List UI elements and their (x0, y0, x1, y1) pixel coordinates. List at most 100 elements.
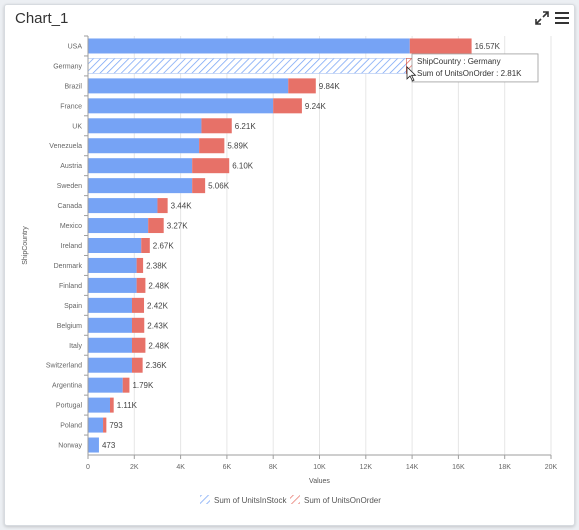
data-label: 3.44K (171, 202, 193, 211)
y-tick-label: Brazil (64, 83, 82, 90)
bar-units-on-order[interactable] (131, 297, 145, 313)
bar-units-in-stock[interactable] (88, 238, 142, 253)
y-tick-label: France (60, 103, 82, 110)
bar-units-on-order[interactable] (288, 78, 316, 94)
bar-units-on-order[interactable] (201, 118, 232, 134)
y-tick-label: Italy (69, 343, 82, 350)
bar-units-in-stock[interactable] (88, 178, 193, 194)
bar-units-in-stock[interactable] (87, 58, 407, 74)
data-label: 1.79K (132, 381, 154, 390)
data-label: 9.84K (319, 82, 341, 91)
data-label: 6.21K (235, 122, 257, 131)
axes: 0 2K 4K 6K 8K 10K 12K 14K 16K 18K 20K USA Germany Bra… (46, 35, 558, 471)
bar-units-in-stock[interactable] (88, 198, 158, 214)
bar-units-on-order[interactable] (131, 357, 143, 373)
bar-units-on-order[interactable] (199, 138, 225, 154)
bar-units-on-order[interactable] (109, 397, 114, 413)
data-label: 5.89K (227, 142, 249, 151)
x-tick-label: 4K (176, 464, 185, 471)
x-tick-label: 2K (130, 464, 139, 471)
expand-arrows-icon[interactable] (532, 8, 552, 28)
bar-units-in-stock[interactable] (88, 98, 274, 114)
data-label: 6.10K (232, 162, 254, 171)
bar-units-on-order[interactable] (122, 377, 130, 393)
bar-units-in-stock[interactable] (88, 317, 132, 333)
bar-units-in-stock[interactable] (88, 437, 99, 453)
x-axis-title: Values (309, 478, 330, 485)
x-tick-label: 6K (223, 464, 232, 471)
bar-units-in-stock[interactable] (88, 138, 200, 154)
x-tick-label: 18K (498, 464, 511, 471)
legend-swatch-stock (200, 495, 210, 504)
bar-units-on-order[interactable] (148, 218, 164, 234)
bar-units-in-stock[interactable] (88, 377, 123, 393)
y-tick-label: Ireland (61, 243, 83, 250)
data-label: 2.48K (148, 341, 170, 350)
data-label: 2.36K (146, 361, 168, 370)
y-tick-label: Germany (53, 63, 82, 70)
bar-units-in-stock[interactable] (88, 118, 202, 134)
bar-units-in-stock[interactable] (88, 417, 104, 433)
tooltip: ShipCountry : Germany Sum of UnitsOnOrde… (406, 53, 539, 83)
data-label: 16.57K (475, 42, 501, 51)
legend-item-stock[interactable]: Sum of UnitsInStock (200, 495, 287, 505)
chart-card: Chart_1 16.57K 9.84K 9.24K 6.21K 5.89K 6.10K 5… (4, 4, 575, 526)
bar-units-on-order[interactable] (157, 198, 168, 214)
bar-units-in-stock[interactable] (88, 297, 132, 313)
bar-units-on-order[interactable] (192, 178, 206, 194)
y-tick-label: Argentina (52, 383, 82, 390)
bar-units-on-order[interactable] (131, 337, 146, 353)
bar-units-in-stock[interactable] (88, 78, 289, 94)
bar-units-on-order[interactable] (273, 98, 302, 114)
bar-chart: 16.57K 9.84K 9.24K 6.21K 5.89K 6.10K 5.06K 3.44… (22, 35, 558, 505)
legend-label-order: Sum of UnitsOnOrder (304, 496, 381, 505)
data-label: 1.11K (117, 401, 138, 410)
y-tick-label: Austria (60, 163, 82, 170)
bar-units-on-order[interactable] (136, 257, 144, 273)
tooltip-line-2: Sum of UnitsOnOrder : 2.81K (417, 69, 522, 78)
tooltip-box (411, 53, 539, 83)
bar-units-in-stock[interactable] (88, 218, 149, 234)
bars[interactable]: 16.57K 9.84K 9.24K 6.21K 5.89K 6.10K 5.06K 3.44… (87, 38, 501, 453)
data-label: 2.43K (147, 321, 169, 330)
bar-units-in-stock[interactable] (88, 257, 137, 273)
y-tick-label: Portugal (56, 403, 83, 410)
x-tick-label: 14K (406, 464, 419, 471)
data-label: 793 (109, 421, 123, 430)
bar-units-in-stock[interactable] (88, 277, 137, 293)
y-tick-label: Mexico (60, 223, 82, 230)
y-tick-label: Canada (57, 203, 82, 210)
bar-units-in-stock[interactable] (88, 38, 410, 54)
legend: Sum of UnitsInStock Sum of UnitsOnOrder (200, 495, 381, 505)
bar-units-on-order[interactable] (103, 417, 107, 433)
tooltip-line-1: ShipCountry : Germany (417, 57, 501, 66)
x-tick-label: 12K (360, 464, 373, 471)
legend-item-order[interactable]: Sum of UnitsOnOrder (290, 495, 381, 505)
bar-units-on-order[interactable] (131, 317, 145, 333)
bar-units-on-order[interactable] (141, 238, 150, 253)
data-label: 2.38K (146, 261, 168, 270)
mouse-cursor-icon (406, 65, 417, 82)
y-tick-label: USA (68, 43, 83, 50)
x-tick-label: 8K (269, 464, 278, 471)
bar-units-on-order[interactable] (136, 277, 146, 293)
y-tick-label: Spain (64, 303, 82, 310)
bar-units-in-stock[interactable] (88, 337, 132, 353)
bar-units-in-stock[interactable] (88, 397, 110, 413)
data-label: 9.24K (305, 102, 327, 111)
bar-units-on-order[interactable] (192, 158, 230, 174)
data-label: 2.67K (153, 242, 175, 251)
x-tick-label: 20K (545, 464, 558, 471)
bar-units-in-stock[interactable] (88, 158, 193, 174)
data-label: 2.42K (147, 301, 169, 310)
y-tick-label: Belgium (57, 323, 82, 330)
data-label: 3.27K (167, 222, 189, 231)
bar-units-in-stock[interactable] (88, 357, 132, 373)
legend-label-stock: Sum of UnitsInStock (214, 496, 287, 505)
bar-units-on-order[interactable] (409, 38, 472, 54)
hamburger-menu-icon[interactable] (552, 8, 572, 28)
y-axis-title: ShipCountry (22, 226, 29, 265)
y-tick-label: UK (72, 123, 82, 130)
x-tick-label: 16K (452, 464, 465, 471)
y-tick-label: Finland (59, 283, 82, 290)
